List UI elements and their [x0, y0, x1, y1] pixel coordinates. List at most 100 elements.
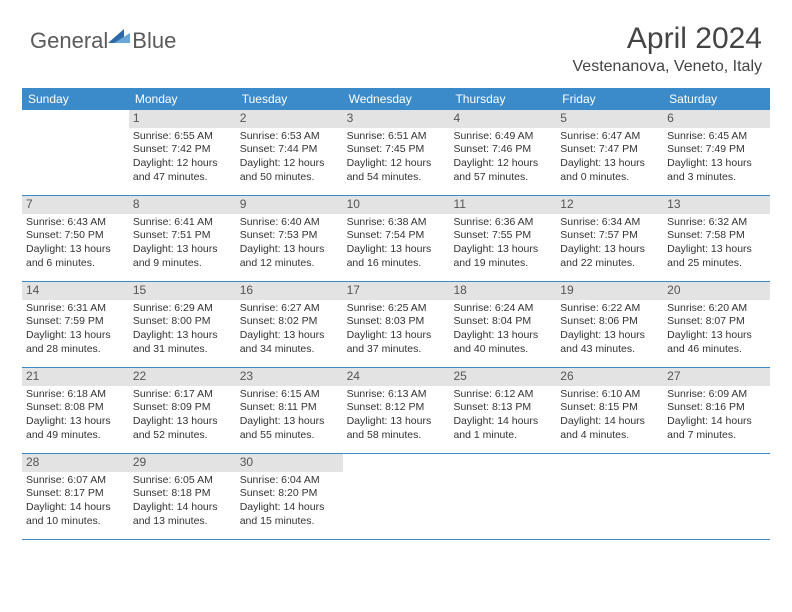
sunset-line: Sunset: 8:15 PM [560, 401, 659, 415]
day-number: 3 [343, 110, 450, 128]
logo-mark-icon [108, 29, 130, 47]
week-row: 1Sunrise: 6:55 AMSunset: 7:42 PMDaylight… [22, 110, 770, 196]
day-cell: 11Sunrise: 6:36 AMSunset: 7:55 PMDayligh… [449, 196, 556, 281]
day-cell: 24Sunrise: 6:13 AMSunset: 8:12 PMDayligh… [343, 368, 450, 453]
sunrise-line: Sunrise: 6:13 AM [347, 388, 446, 402]
day-number: 16 [236, 282, 343, 300]
sunrise-line: Sunrise: 6:45 AM [667, 130, 766, 144]
day-cell: 16Sunrise: 6:27 AMSunset: 8:02 PMDayligh… [236, 282, 343, 367]
sunset-line: Sunset: 8:00 PM [133, 315, 232, 329]
day-cell: 10Sunrise: 6:38 AMSunset: 7:54 PMDayligh… [343, 196, 450, 281]
sunset-line: Sunset: 7:49 PM [667, 143, 766, 157]
sunset-line: Sunset: 8:20 PM [240, 487, 339, 501]
week-row: 21Sunrise: 6:18 AMSunset: 8:08 PMDayligh… [22, 368, 770, 454]
day-number: 6 [663, 110, 770, 128]
day-cell [22, 110, 129, 195]
sunset-line: Sunset: 8:06 PM [560, 315, 659, 329]
logo: General Blue [30, 22, 176, 54]
sunrise-line: Sunrise: 6:29 AM [133, 302, 232, 316]
day-cell: 3Sunrise: 6:51 AMSunset: 7:45 PMDaylight… [343, 110, 450, 195]
sunset-line: Sunset: 7:54 PM [347, 229, 446, 243]
daylight-line: Daylight: 13 hours and 12 minutes. [240, 243, 339, 270]
day-cell [556, 454, 663, 539]
sunrise-line: Sunrise: 6:36 AM [453, 216, 552, 230]
daylight-line: Daylight: 12 hours and 57 minutes. [453, 157, 552, 184]
daylight-line: Daylight: 12 hours and 54 minutes. [347, 157, 446, 184]
sunrise-line: Sunrise: 6:27 AM [240, 302, 339, 316]
sunset-line: Sunset: 7:59 PM [26, 315, 125, 329]
day-number: 22 [129, 368, 236, 386]
sunset-line: Sunset: 7:55 PM [453, 229, 552, 243]
daylight-line: Daylight: 13 hours and 6 minutes. [26, 243, 125, 270]
day-cell: 15Sunrise: 6:29 AMSunset: 8:00 PMDayligh… [129, 282, 236, 367]
sunrise-line: Sunrise: 6:05 AM [133, 474, 232, 488]
sunrise-line: Sunrise: 6:43 AM [26, 216, 125, 230]
daylight-line: Daylight: 13 hours and 19 minutes. [453, 243, 552, 270]
daylight-line: Daylight: 13 hours and 43 minutes. [560, 329, 659, 356]
sunrise-line: Sunrise: 6:51 AM [347, 130, 446, 144]
day-cell: 26Sunrise: 6:10 AMSunset: 8:15 PMDayligh… [556, 368, 663, 453]
day-number: 27 [663, 368, 770, 386]
sunrise-line: Sunrise: 6:15 AM [240, 388, 339, 402]
daylight-line: Daylight: 14 hours and 7 minutes. [667, 415, 766, 442]
daylight-line: Daylight: 13 hours and 31 minutes. [133, 329, 232, 356]
calendar: SundayMondayTuesdayWednesdayThursdayFrid… [22, 88, 770, 540]
day-number: 2 [236, 110, 343, 128]
day-cell: 22 Sunrise: 6:17 AMSunset: 8:09 PMDayligh… [129, 368, 236, 453]
sunrise-line: Sunrise: 6:04 AM [240, 474, 339, 488]
sunrise-line: Sunrise: 6:32 AM [667, 216, 766, 230]
daylight-line: Daylight: 13 hours and 46 minutes. [667, 329, 766, 356]
sunset-line: Sunset: 7:50 PM [26, 229, 125, 243]
daylight-line: Daylight: 14 hours and 1 minute. [453, 415, 552, 442]
sunset-line: Sunset: 8:13 PM [453, 401, 552, 415]
day-number: 19 [556, 282, 663, 300]
sunset-line: Sunset: 8:09 PM [133, 401, 232, 415]
sunrise-line: Sunrise: 6:07 AM [26, 474, 125, 488]
day-cell: 8Sunrise: 6:41 AMSunset: 7:51 PMDaylight… [129, 196, 236, 281]
sunrise-line: Sunrise: 6:55 AM [133, 130, 232, 144]
daylight-line: Daylight: 13 hours and 49 minutes. [26, 415, 125, 442]
daylight-line: Daylight: 13 hours and 40 minutes. [453, 329, 552, 356]
location-text: Vestenanova, Veneto, Italy [573, 58, 762, 76]
day-number: 20 [663, 282, 770, 300]
sunrise-line: Sunrise: 6:09 AM [667, 388, 766, 402]
day-cell: 7Sunrise: 6:43 AMSunset: 7:50 PMDaylight… [22, 196, 129, 281]
sunrise-line: Sunrise: 6:41 AM [133, 216, 232, 230]
day-number: 28 [22, 454, 129, 472]
day-cell: 1Sunrise: 6:55 AMSunset: 7:42 PMDaylight… [129, 110, 236, 195]
day-cell: 17Sunrise: 6:25 AMSunset: 8:03 PMDayligh… [343, 282, 450, 367]
sunset-line: Sunset: 8:18 PM [133, 487, 232, 501]
day-cell: 2Sunrise: 6:53 AMSunset: 7:44 PMDaylight… [236, 110, 343, 195]
day-cell [449, 454, 556, 539]
daylight-line: Daylight: 12 hours and 50 minutes. [240, 157, 339, 184]
day-cell [343, 454, 450, 539]
day-cell: 6 Sunrise: 6:45 AMSunset: 7:49 PMDaylight… [663, 110, 770, 195]
daylight-line: Daylight: 14 hours and 4 minutes. [560, 415, 659, 442]
daylight-line: Daylight: 13 hours and 58 minutes. [347, 415, 446, 442]
sunset-line: Sunset: 8:02 PM [240, 315, 339, 329]
day-number: 12 [556, 196, 663, 214]
title-block: April 2024 Vestenanova, Veneto, Italy [573, 22, 762, 76]
sunrise-line: Sunrise: 6:34 AM [560, 216, 659, 230]
day-number: 8 [129, 196, 236, 214]
sunrise-line: Sunrise: 6:40 AM [240, 216, 339, 230]
sunset-line: Sunset: 8:04 PM [453, 315, 552, 329]
week-row: 7Sunrise: 6:43 AMSunset: 7:50 PMDaylight… [22, 196, 770, 282]
sunset-line: Sunset: 8:17 PM [26, 487, 125, 501]
day-cell: 27 Sunrise: 6:09 AMSunset: 8:16 PMDayligh… [663, 368, 770, 453]
sunrise-line: Sunrise: 6:17 AM [133, 388, 232, 402]
day-number: 4 [449, 110, 556, 128]
day-cell: 30Sunrise: 6:04 AMSunset: 8:20 PMDayligh… [236, 454, 343, 539]
day-number: 9 [236, 196, 343, 214]
sunset-line: Sunset: 8:16 PM [667, 401, 766, 415]
day-cell: 5Sunrise: 6:47 AMSunset: 7:47 PMDaylight… [556, 110, 663, 195]
sunrise-line: Sunrise: 6:31 AM [26, 302, 125, 316]
sunset-line: Sunset: 8:12 PM [347, 401, 446, 415]
daylight-line: Daylight: 13 hours and 52 minutes. [133, 415, 232, 442]
daylight-line: Daylight: 13 hours and 3 minutes. [667, 157, 766, 184]
sunrise-line: Sunrise: 6:12 AM [453, 388, 552, 402]
sunset-line: Sunset: 7:57 PM [560, 229, 659, 243]
weekday-header: Monday [129, 88, 236, 110]
day-number: 30 [236, 454, 343, 472]
day-cell: 19Sunrise: 6:22 AMSunset: 8:06 PMDayligh… [556, 282, 663, 367]
